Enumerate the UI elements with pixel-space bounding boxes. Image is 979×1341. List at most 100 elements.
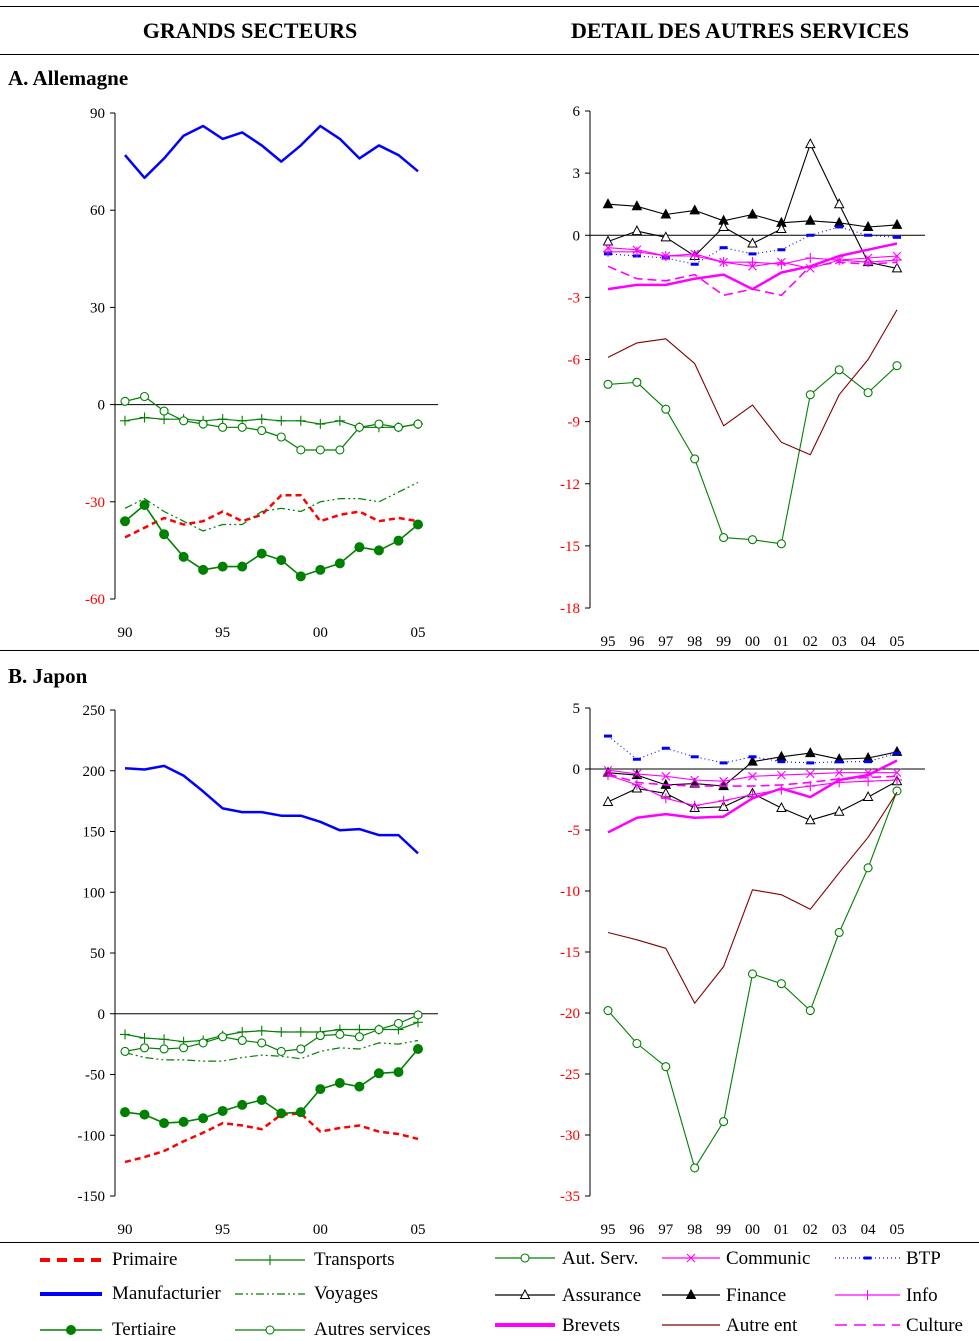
y-tick-label: 5 xyxy=(573,701,581,717)
y-tick-label: 6 xyxy=(573,104,581,120)
point-autres_services xyxy=(139,1043,150,1053)
point-assurance xyxy=(718,800,729,811)
point-finance xyxy=(804,214,816,225)
legend-label-culture: Culture xyxy=(906,1315,963,1336)
y-tick-label: -150 xyxy=(78,1189,106,1205)
point-info xyxy=(718,795,729,806)
y-tick-label: -20 xyxy=(560,1006,580,1022)
series-btp xyxy=(604,734,901,765)
y-tick-label: -12 xyxy=(560,477,580,493)
point-autres_services xyxy=(120,1046,130,1056)
x-tick-label: 96 xyxy=(629,634,645,650)
point-tertiaire xyxy=(178,551,189,562)
point-tertiaire xyxy=(237,1099,248,1110)
legend-label-primaire: Primaire xyxy=(112,1249,178,1270)
y-tick-label: 250 xyxy=(83,703,106,719)
x-tick-label: 05 xyxy=(411,1222,426,1238)
x-tick-label: 95 xyxy=(215,625,230,641)
series-tertiaire xyxy=(120,500,423,582)
legend-rule xyxy=(0,1242,979,1243)
point-finance xyxy=(747,208,758,219)
point-communic xyxy=(748,771,757,781)
point-btp xyxy=(864,760,873,764)
x-tick-label: 01 xyxy=(774,1222,789,1238)
point-tertiaire xyxy=(393,535,404,546)
legend-marker-aut_serv xyxy=(520,1253,530,1263)
point-tertiaire xyxy=(120,1107,130,1118)
legend-sample-finance xyxy=(662,1288,720,1299)
point-btp xyxy=(806,761,815,765)
point-info xyxy=(892,255,902,266)
point-finance xyxy=(631,200,643,211)
point-transports xyxy=(276,415,287,426)
x-tick-label: 95 xyxy=(215,1222,230,1238)
point-tertiaire xyxy=(120,516,130,527)
series-line-autres_services xyxy=(124,1014,419,1053)
point-assurance xyxy=(718,220,729,231)
point-info xyxy=(805,253,816,264)
point-aut_serv xyxy=(776,979,786,989)
point-tertiaire xyxy=(237,561,248,572)
y-tick-label: 0 xyxy=(98,398,106,414)
legend-label-tertiaire: Tertiaire xyxy=(112,1319,177,1340)
chart-A-right: 6 3 0 -3 -6 -9 -12 -15 -18 95 96 97 98 99 00 01 02 03 04 05 xyxy=(560,104,925,650)
legend-marker-assurance xyxy=(519,1288,531,1299)
point-info xyxy=(747,257,758,268)
point-assurance xyxy=(631,225,643,236)
series-line-culture xyxy=(607,773,898,787)
x-tick-label: 00 xyxy=(313,625,328,641)
point-btp xyxy=(835,760,844,764)
series-autres_services xyxy=(120,391,423,455)
legend-label-autres-services: Autres services xyxy=(314,1319,431,1340)
legend-marker-tertiaire xyxy=(66,1325,76,1335)
series-communic xyxy=(603,765,902,786)
series-primaire xyxy=(124,494,419,539)
point-autres_services xyxy=(413,1010,423,1020)
y-tick-label: 3 xyxy=(573,166,581,182)
point-tertiaire xyxy=(295,571,306,582)
section-title-b: B. Japon xyxy=(8,664,88,688)
point-btp xyxy=(864,233,873,237)
x-tick-label: 05 xyxy=(890,1222,905,1238)
series-autres_services xyxy=(120,1010,423,1056)
point-transports xyxy=(237,1026,248,1037)
point-btp xyxy=(748,755,757,759)
series-manufacturier xyxy=(124,764,419,855)
legend-label-btp: BTP xyxy=(906,1248,941,1269)
series-line-transports xyxy=(124,1021,419,1043)
point-info xyxy=(689,800,700,811)
x-tick-label: 00 xyxy=(313,1222,328,1238)
point-autres_services xyxy=(218,1032,228,1042)
point-btp xyxy=(690,262,699,266)
point-tertiaire xyxy=(198,564,209,575)
point-info xyxy=(718,257,729,268)
point-autres_services xyxy=(296,1044,306,1054)
x-tick-label: 03 xyxy=(832,634,847,650)
point-assurance xyxy=(776,222,787,234)
point-info xyxy=(631,246,642,257)
point-finance xyxy=(602,198,614,209)
point-tertiaire xyxy=(276,555,287,566)
point-aut_serv xyxy=(805,390,815,400)
point-autres_services xyxy=(179,416,189,426)
x-tick-label: 01 xyxy=(774,634,789,650)
series-line-tertiaire xyxy=(124,504,419,578)
point-communic xyxy=(719,776,728,786)
legend-label-transports: Transports xyxy=(314,1249,395,1270)
point-autres_services xyxy=(218,422,228,432)
point-btp xyxy=(632,757,641,761)
point-tertiaire xyxy=(295,1107,306,1118)
x-tick-label: 95 xyxy=(601,1222,616,1238)
y-tick-label: 200 xyxy=(83,764,106,780)
point-info xyxy=(603,246,613,257)
legend-label-brevets: Brevets xyxy=(562,1315,621,1336)
y-tick-label: -10 xyxy=(560,884,580,900)
header-rule xyxy=(0,54,979,55)
point-btp xyxy=(719,246,728,250)
point-btp xyxy=(893,751,901,755)
point-aut_serv xyxy=(892,361,902,371)
point-tertiaire xyxy=(159,1118,170,1129)
point-btp xyxy=(661,746,670,750)
x-tick-label: 00 xyxy=(745,1222,760,1238)
y-tick-label: -18 xyxy=(560,601,580,617)
